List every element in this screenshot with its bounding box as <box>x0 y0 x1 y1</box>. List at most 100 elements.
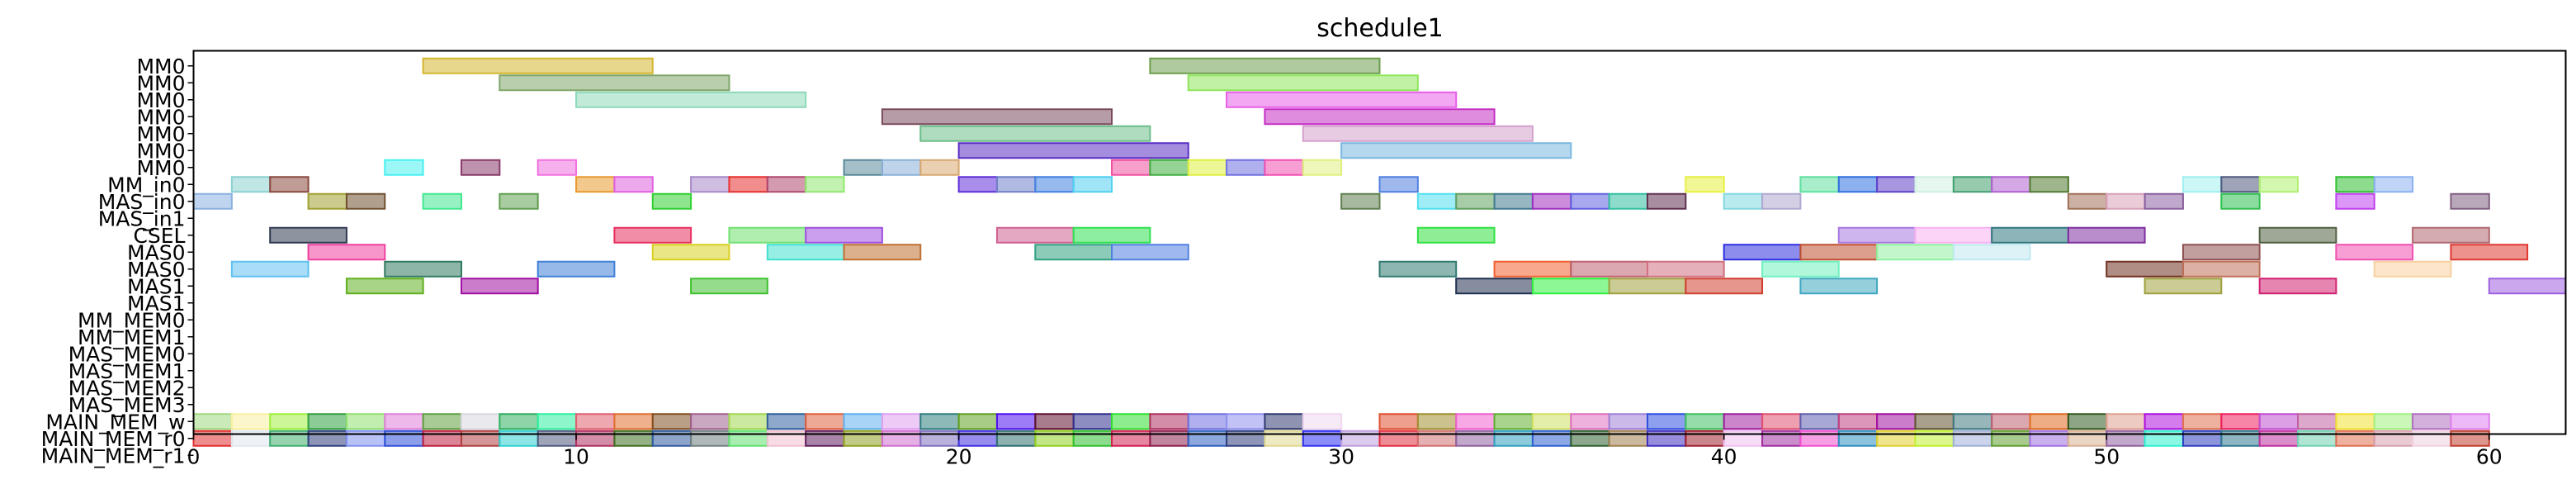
schedule-bar <box>1340 142 1572 159</box>
schedule-bar <box>307 413 347 430</box>
schedule-bar <box>345 413 386 430</box>
schedule-bar <box>613 413 654 430</box>
schedule-bar <box>192 192 233 210</box>
schedule-bar <box>1799 430 1840 447</box>
schedule-bar <box>690 430 730 447</box>
schedule-bar <box>651 192 692 210</box>
schedule-bar <box>2067 413 2108 430</box>
bars-layer <box>192 57 2567 447</box>
schedule-bar <box>1302 125 1534 142</box>
schedule-bar <box>460 413 501 430</box>
y-tick-label: MM0 <box>136 55 185 78</box>
x-tick-label: 20 <box>946 445 972 469</box>
schedule-bar <box>1608 278 1687 295</box>
schedule-bar <box>1264 430 1304 447</box>
schedule-bar <box>536 159 578 176</box>
schedule-bar <box>1531 192 1572 210</box>
schedule-bar <box>2373 413 2414 430</box>
schedule-bar <box>1914 413 1954 430</box>
schedule-bar <box>269 413 310 430</box>
y-tick-label: MM0 <box>136 156 185 180</box>
schedule-bar <box>1876 413 1917 430</box>
schedule-bar <box>881 159 922 176</box>
x-tick-label: 0 <box>187 445 201 469</box>
schedule-bar <box>269 430 310 447</box>
schedule-bar <box>651 413 692 430</box>
y-tick-label: MAIN_MEM_r1 <box>41 444 186 468</box>
schedule-bar <box>1570 192 1610 210</box>
schedule-bar <box>1493 430 1534 447</box>
schedule-bar <box>2335 413 2375 430</box>
schedule-bar <box>2106 430 2146 447</box>
schedule-bar <box>1493 192 1534 210</box>
schedule-bar <box>1149 430 1189 447</box>
schedule-bar <box>536 260 616 278</box>
schedule-bar <box>269 226 347 244</box>
schedule-bar <box>1072 430 1113 447</box>
x-tick-label: 50 <box>2093 445 2120 469</box>
schedule-bar <box>1149 413 1189 430</box>
schedule-bar <box>1226 430 1266 447</box>
schedule-bar <box>1570 430 1610 447</box>
schedule-bar <box>536 413 578 430</box>
schedule-bar <box>1570 413 1610 430</box>
schedule-bar <box>2373 260 2452 278</box>
schedule-bar <box>1876 430 1917 447</box>
schedule-bar <box>2373 176 2414 193</box>
schedule-bar <box>2029 413 2069 430</box>
schedule-bar <box>1187 413 1228 430</box>
y-tick-label: MAS_MEM1 <box>69 359 186 383</box>
schedule-bar <box>345 430 386 447</box>
schedule-bar <box>690 413 730 430</box>
schedule-bar <box>1072 413 1113 430</box>
schedule-bar <box>1952 413 1993 430</box>
schedule-bar <box>2144 430 2184 447</box>
schedule-bar <box>728 226 807 244</box>
schedule-bar <box>843 159 883 176</box>
schedule-bar <box>2258 176 2299 193</box>
schedule-bar <box>1531 278 1610 295</box>
schedule-bar <box>1416 413 1458 430</box>
schedule-bar <box>2181 413 2223 430</box>
schedule-bar <box>651 244 730 261</box>
plot-frame <box>192 50 2567 435</box>
schedule-bar <box>919 413 960 430</box>
schedule-bar <box>843 244 922 261</box>
schedule-bar <box>384 430 424 447</box>
schedule-bar <box>1914 430 1954 447</box>
schedule-bar <box>2144 192 2184 210</box>
schedule-bar <box>460 430 501 447</box>
schedule-bar <box>460 159 501 176</box>
schedule-bar <box>1723 413 1764 430</box>
schedule-bar <box>1111 413 1151 430</box>
schedule-bar <box>2412 413 2452 430</box>
y-tick-label: MAS_MEM3 <box>69 393 186 417</box>
schedule-bar <box>575 430 616 447</box>
schedule-bar <box>1608 413 1648 430</box>
schedule-bar <box>1034 430 1075 447</box>
schedule-bar <box>1493 260 1572 278</box>
schedule-bar <box>1723 430 1764 447</box>
schedule-bar <box>192 413 233 430</box>
schedule-bar <box>2297 430 2337 447</box>
schedule-bar <box>805 430 845 447</box>
y-tick-label: MAS1 <box>127 292 185 316</box>
schedule-bar <box>575 91 807 108</box>
schedule-bar <box>766 430 807 447</box>
schedule-bar <box>613 430 654 447</box>
schedule-bar <box>1034 413 1075 430</box>
x-axis: 0 10 20 30 40 50 60 <box>187 434 2503 469</box>
y-tick-label: MAS0 <box>127 258 185 282</box>
schedule-bar <box>2450 430 2490 447</box>
y-tick-label: MM_MEM0 <box>78 308 185 332</box>
schedule-bar <box>230 260 310 278</box>
schedule-bar <box>1837 226 1917 244</box>
schedule-bar <box>2335 244 2414 261</box>
schedule-bar <box>1072 226 1151 244</box>
schedule-bar <box>690 278 768 295</box>
y-tick-label: CSEL <box>133 224 185 248</box>
schedule-bar <box>1685 430 1725 447</box>
schedule-bar <box>766 413 807 430</box>
schedule-bar <box>1685 413 1725 430</box>
